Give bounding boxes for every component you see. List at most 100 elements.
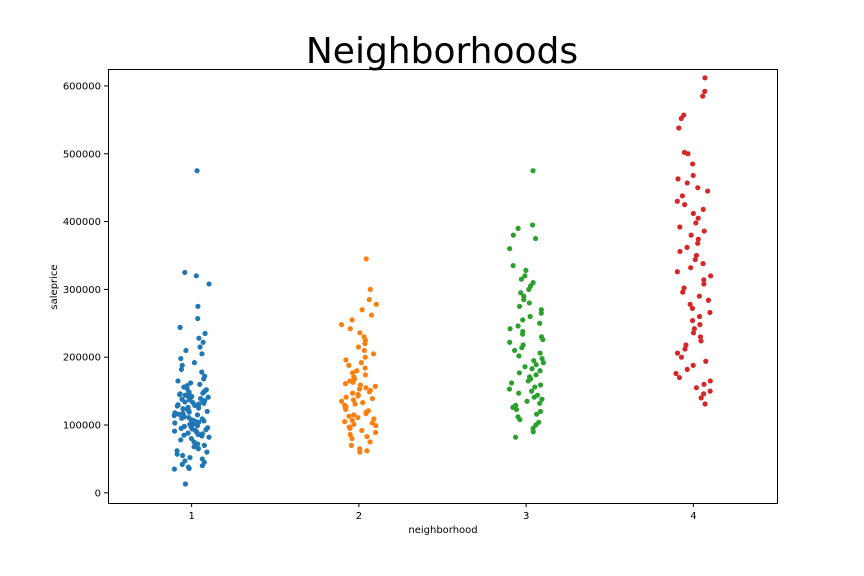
data-point (179, 461, 185, 467)
data-point (359, 307, 365, 313)
data-point (204, 408, 210, 415)
data-point (680, 289, 686, 295)
data-point (358, 360, 364, 366)
data-point (206, 281, 212, 287)
data-point (357, 330, 363, 336)
data-point (696, 313, 703, 320)
series-4 (673, 75, 714, 407)
data-point (687, 301, 693, 307)
series-3 (506, 168, 546, 440)
data-point (677, 248, 683, 255)
data-point (511, 347, 518, 354)
data-point (701, 228, 707, 234)
data-point (171, 466, 177, 472)
data-point (343, 394, 349, 400)
data-point (355, 344, 362, 350)
data-point (362, 372, 368, 378)
data-point (183, 347, 189, 354)
data-point (540, 336, 546, 343)
data-point (177, 391, 183, 398)
data-point (537, 400, 543, 406)
data-point (540, 360, 546, 366)
data-point (199, 351, 205, 357)
data-point (195, 303, 201, 309)
data-point (363, 385, 369, 391)
data-point (355, 393, 361, 399)
data-point (364, 433, 370, 440)
data-point (177, 324, 183, 330)
data-point (690, 330, 697, 336)
data-point (695, 215, 701, 221)
data-point (342, 419, 348, 425)
x-tick-label: 4 (690, 511, 696, 522)
x-tick-label: 3 (523, 511, 529, 522)
data-point (684, 244, 690, 250)
data-point (522, 273, 528, 279)
y-tick-label: 300000 (63, 285, 101, 296)
data-point (690, 210, 696, 217)
data-point (527, 313, 533, 320)
x-tick-label: 2 (356, 511, 362, 522)
data-point (367, 286, 373, 292)
data-point (529, 222, 536, 228)
data-point (357, 382, 363, 388)
data-point (360, 400, 366, 406)
data-point (357, 449, 363, 455)
data-point (530, 429, 536, 435)
data-point (533, 362, 539, 368)
data-point (515, 225, 521, 231)
data-point (684, 366, 690, 373)
data-point (354, 368, 360, 374)
data-point (203, 427, 209, 433)
data-point (347, 425, 353, 432)
data-point (174, 451, 180, 457)
data-point (349, 370, 356, 376)
data-point (191, 444, 197, 450)
data-point (676, 374, 683, 381)
y-tick-label: 100000 (63, 421, 101, 432)
data-point (343, 406, 349, 413)
data-point (534, 411, 540, 417)
data-point (692, 256, 698, 263)
data-point (195, 315, 201, 322)
data-point (178, 425, 184, 432)
data-point (523, 267, 529, 273)
data-point (512, 434, 519, 440)
data-point (701, 391, 707, 397)
data-point (346, 362, 352, 368)
data-point (679, 193, 685, 199)
data-point (182, 481, 188, 487)
data-point (677, 224, 683, 230)
data-point (519, 331, 526, 337)
data-point (204, 449, 210, 455)
data-point (371, 416, 377, 422)
data-point (179, 415, 185, 421)
data-point (673, 370, 679, 377)
data-point (349, 417, 355, 423)
data-point (199, 369, 205, 375)
data-point (195, 446, 202, 452)
data-point (690, 172, 696, 179)
data-point (356, 386, 363, 392)
data-point (362, 341, 368, 347)
data-point (516, 353, 522, 359)
data-point (537, 382, 544, 388)
data-point (186, 465, 192, 472)
data-point (355, 414, 361, 421)
data-point (516, 370, 522, 376)
plot-area-frame (108, 69, 778, 504)
data-point (187, 380, 194, 386)
data-point (695, 240, 701, 246)
data-point (199, 433, 205, 439)
y-tick-label: 200000 (63, 353, 101, 364)
data-point (539, 396, 545, 402)
data-point (178, 437, 184, 443)
data-point (346, 413, 352, 419)
data-point (182, 399, 188, 405)
data-point (200, 390, 206, 396)
data-point (200, 339, 206, 345)
data-point (178, 355, 184, 362)
data-point (519, 345, 525, 351)
data-point (695, 185, 701, 191)
data-point (338, 322, 345, 328)
